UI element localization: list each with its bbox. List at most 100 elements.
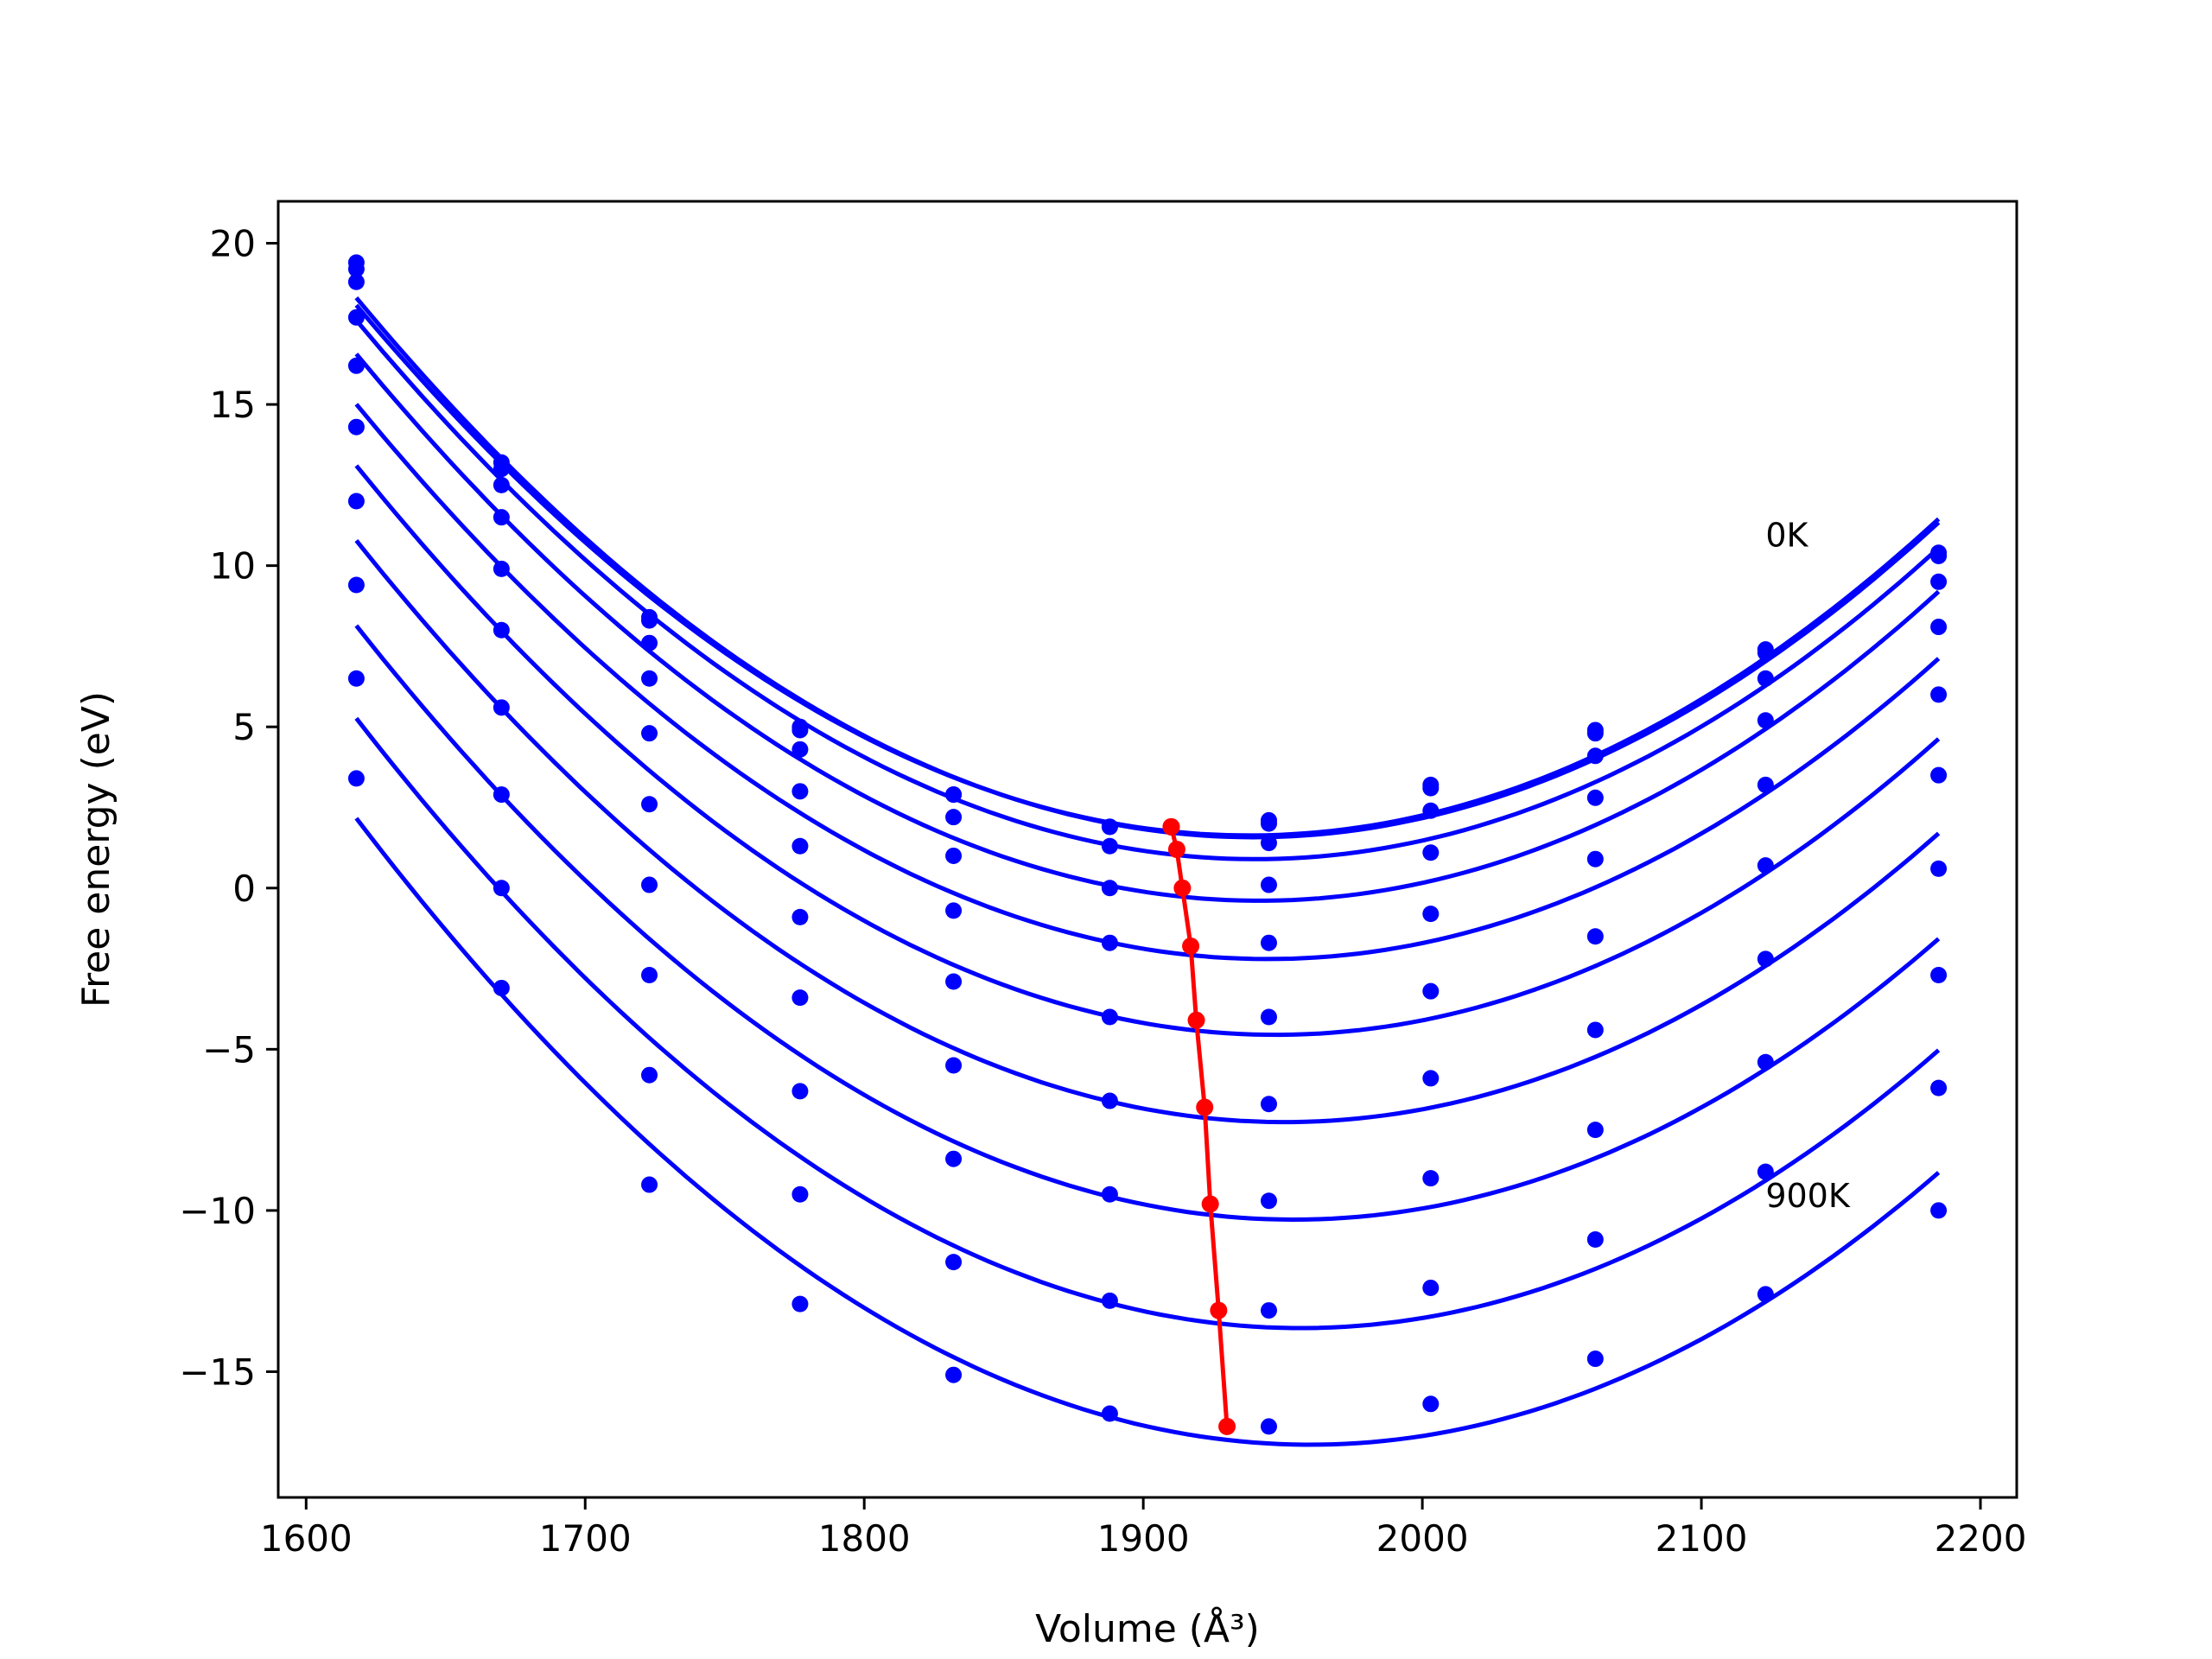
data-point (1422, 1395, 1440, 1413)
data-point (1757, 1053, 1774, 1071)
data-point (1586, 747, 1604, 765)
data-point (1586, 1021, 1604, 1039)
data-point (641, 1176, 658, 1193)
data-point (1422, 982, 1440, 1000)
minimum-point (1201, 1195, 1219, 1213)
data-point (945, 809, 963, 826)
data-point (1260, 876, 1277, 893)
energy-curve (354, 817, 1941, 1447)
y-axis-label: Free energy (eV) (74, 691, 118, 1007)
data-point (945, 786, 963, 804)
data-point (1930, 1202, 1948, 1219)
data-point (1260, 1302, 1277, 1319)
data-point (1930, 860, 1948, 877)
data-point (1586, 1351, 1604, 1368)
data-point (945, 973, 963, 990)
x-tick-label: 1600 (260, 1517, 353, 1560)
annotations-layer: 0K 900K (1765, 516, 1851, 1215)
y-tick-label: 20 (210, 223, 256, 265)
points-layer (347, 254, 1948, 1435)
minimum-point (1196, 1098, 1214, 1116)
data-point (1757, 857, 1774, 874)
data-point (791, 783, 809, 800)
energy-curve (354, 403, 1941, 962)
data-point (1757, 712, 1774, 729)
data-point (347, 576, 365, 594)
data-point (1757, 1286, 1774, 1303)
data-point (791, 1083, 809, 1100)
data-point (1101, 1092, 1118, 1109)
plot-frame (276, 200, 2018, 1499)
minimum-point (1210, 1301, 1228, 1319)
data-point (1422, 1170, 1440, 1187)
data-point (1260, 1192, 1277, 1210)
data-point (1260, 811, 1277, 829)
data-point (1101, 1292, 1118, 1309)
x-tick-label: 1800 (818, 1517, 911, 1560)
data-point (347, 493, 365, 510)
data-point (1101, 818, 1118, 836)
data-point (1422, 844, 1440, 861)
data-point (791, 908, 809, 925)
y-tick-label: 10 (210, 545, 256, 588)
data-point (1586, 789, 1604, 806)
curves-layer (354, 296, 1941, 1447)
energy-curve (354, 716, 1941, 1331)
data-point (1930, 1079, 1948, 1096)
data-point (1757, 950, 1774, 968)
data-point (1422, 906, 1440, 923)
data-point (641, 612, 658, 629)
data-point (1260, 835, 1277, 852)
x-tick-label: 2100 (1656, 1517, 1748, 1560)
data-point (493, 979, 510, 996)
data-point (641, 634, 658, 652)
data-point (945, 1366, 963, 1383)
data-point (493, 509, 510, 526)
y-tick-label: −5 (202, 1028, 256, 1071)
data-point (493, 560, 510, 577)
energy-curve (354, 319, 1941, 861)
data-point (945, 1254, 963, 1271)
data-point (945, 1150, 963, 1167)
energy-curve (354, 353, 1941, 903)
data-point (1422, 802, 1440, 819)
data-point (1586, 721, 1604, 739)
data-point (641, 725, 658, 742)
data-point (347, 273, 365, 290)
data-point (1260, 1096, 1277, 1113)
data-point (641, 670, 658, 687)
data-point (347, 770, 365, 787)
data-point (641, 1066, 658, 1084)
data-point (1930, 573, 1948, 590)
data-point (1422, 1070, 1440, 1087)
minimum-point (1173, 879, 1192, 897)
data-point (1930, 686, 1948, 703)
data-point (945, 902, 963, 919)
y-tick-label: −15 (179, 1351, 256, 1393)
data-point (1586, 928, 1604, 945)
data-point (493, 880, 510, 897)
minimum-point (1182, 937, 1200, 955)
y-tick-label: 15 (210, 384, 256, 426)
curve-annotation: 900K (1765, 1177, 1851, 1215)
x-axis-label: Volume (Å³) (1035, 1605, 1260, 1651)
y-tick-label: −10 (179, 1190, 256, 1232)
data-point (791, 721, 809, 739)
data-point (791, 1185, 809, 1203)
y-tick-label: 0 (232, 868, 256, 910)
data-point (945, 1057, 963, 1074)
x-tick-label: 1900 (1097, 1517, 1190, 1560)
data-point (347, 308, 365, 326)
data-point (1586, 1122, 1604, 1139)
data-point (1101, 934, 1118, 951)
data-point (493, 621, 510, 639)
minima-line (1169, 826, 1230, 1427)
minimum-point (1167, 841, 1185, 858)
x-tick-label: 1700 (539, 1517, 632, 1560)
data-point (1930, 544, 1948, 562)
energy-curve (354, 624, 1941, 1223)
data-point (1930, 967, 1948, 984)
data-point (791, 837, 809, 855)
data-point (1101, 1185, 1118, 1203)
